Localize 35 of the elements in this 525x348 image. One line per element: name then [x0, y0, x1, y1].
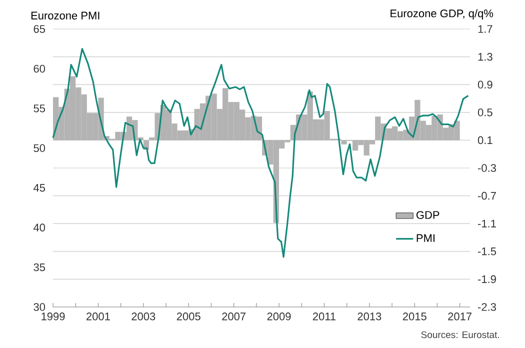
x-tick-label: 2013	[358, 312, 382, 320]
source-note: Sources: Eurostat.	[421, 331, 499, 338]
y-tick-label: 35	[34, 263, 45, 272]
x-tick-label: 2017	[448, 312, 472, 320]
legend-label: PMI	[416, 234, 434, 242]
y2-tick-label: 0.1	[478, 136, 492, 144]
y2-tick-label: 0.9	[478, 80, 492, 88]
x-tick-label: 1999	[42, 312, 65, 320]
y2-tick-label: 0.5	[478, 108, 492, 116]
y-tick-label: 60	[34, 64, 46, 73]
y2-tick-label: -1.5	[478, 248, 496, 256]
y-tick-label: 45	[33, 184, 45, 192]
y-axis-title: Eurozone PMI	[31, 12, 100, 20]
y-tick-label: 50	[34, 144, 46, 152]
y2-tick-label: -1.1	[478, 220, 496, 228]
y2-tick-label: 1.3	[478, 52, 492, 61]
y2-tick-label: -2.3	[478, 303, 496, 311]
y2-tick-label: -1.9	[478, 275, 496, 284]
y2-tick-label: -0.7	[478, 192, 496, 200]
y2-axis-title: Eurozone GDP, q/q%	[390, 9, 494, 20]
y-tick-label: 55	[34, 104, 45, 112]
y-tick-label: 65	[34, 25, 45, 33]
x-tick-label: 2007	[222, 312, 246, 320]
x-tick-label: 2015	[402, 312, 426, 320]
y-tick-label: 30	[34, 303, 46, 311]
legend-label: GDP	[416, 211, 440, 219]
x-tick-label: 2009	[267, 312, 291, 320]
x-tick-label: 2005	[176, 312, 200, 320]
y2-tick-label: 1.7	[478, 25, 492, 33]
x-tick-label: 2003	[132, 312, 156, 320]
y2-tick-label: -0.3	[478, 164, 496, 172]
x-tick-label: 2011	[312, 312, 336, 320]
y-tick-label: 40	[33, 224, 46, 232]
line-series	[52, 48, 469, 258]
x-tick-label: 2001	[86, 312, 110, 320]
